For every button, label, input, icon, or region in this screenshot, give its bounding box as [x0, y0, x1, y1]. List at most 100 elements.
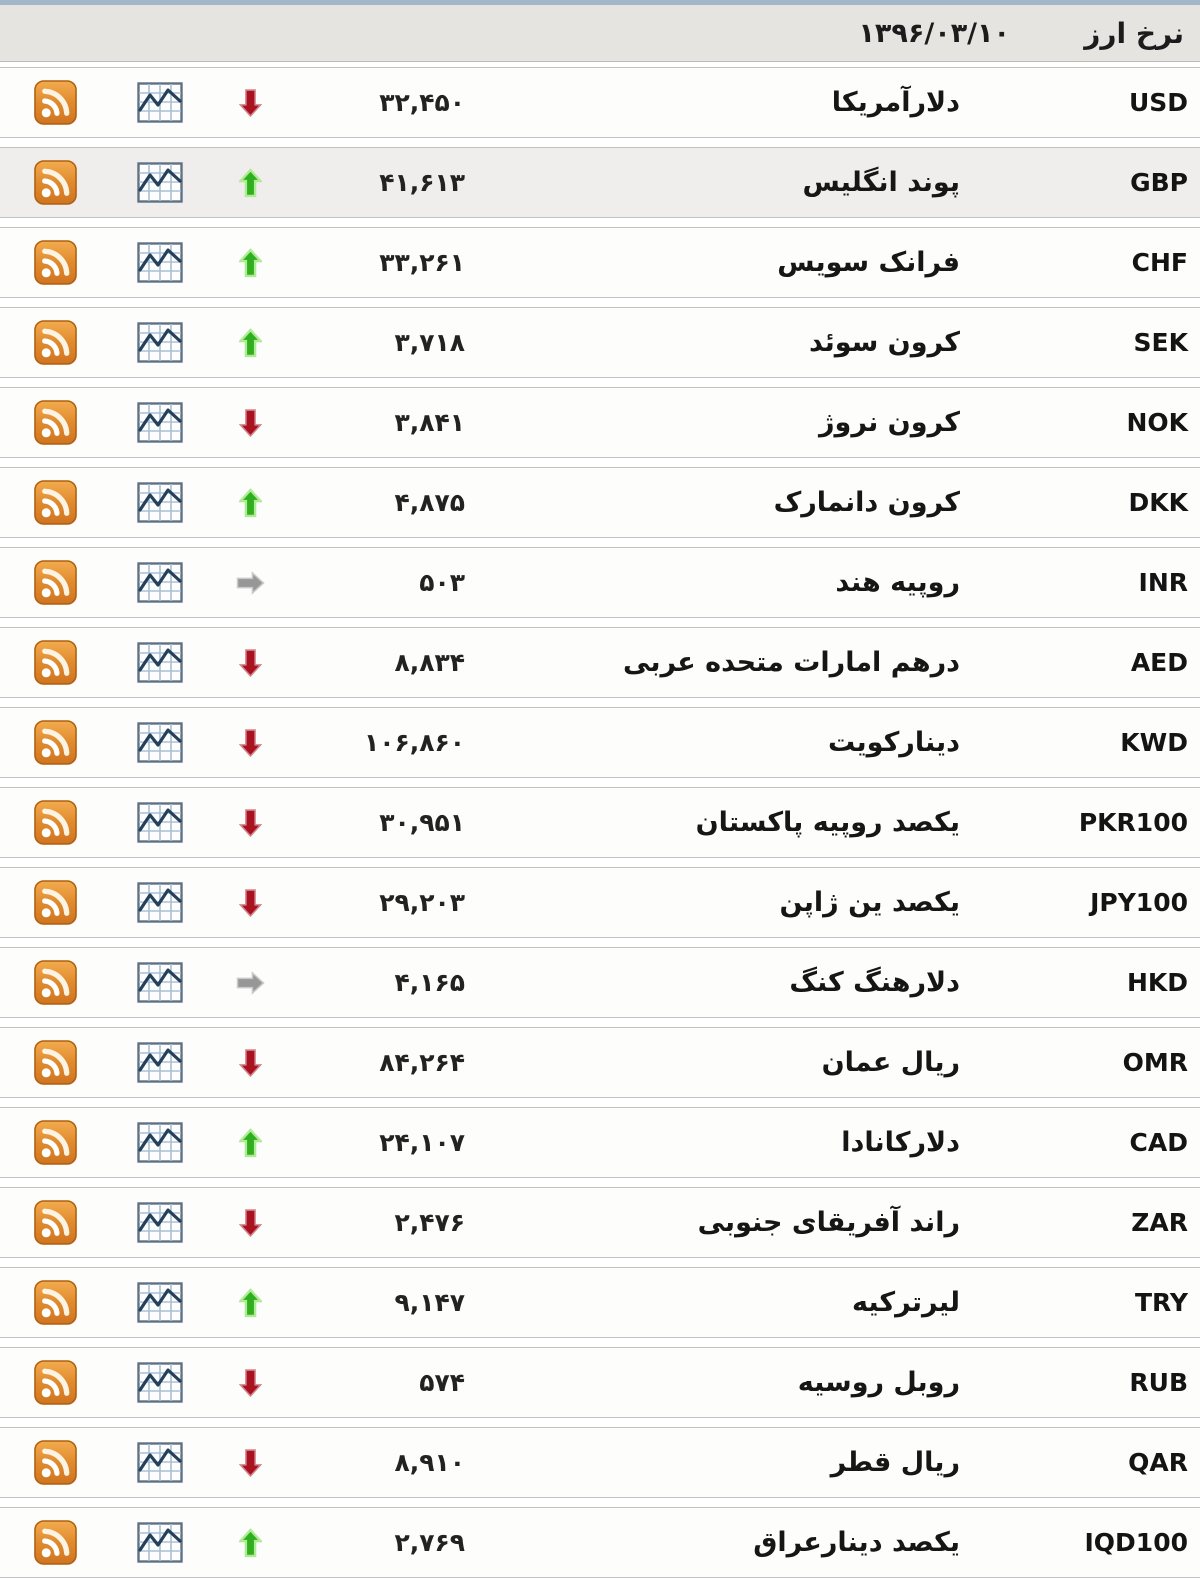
- trend-indicator: [210, 708, 290, 777]
- currency-name: فرانک سویس: [777, 247, 960, 278]
- currency-value: ۴,۸۷۵: [394, 488, 465, 517]
- arrow-down-icon: [238, 648, 262, 678]
- rss-icon[interactable]: [33, 160, 77, 205]
- chart-icon[interactable]: [137, 322, 183, 363]
- trend-indicator: [210, 1508, 290, 1577]
- currency-name: کرون دانمارک: [773, 487, 960, 518]
- trend-indicator: [210, 948, 290, 1017]
- rss-icon[interactable]: [33, 1280, 77, 1325]
- arrow-down-icon: [238, 1368, 262, 1398]
- trend-indicator: [210, 1428, 290, 1497]
- currency-name: یکصد ین ژاپن: [779, 887, 960, 918]
- chart-icon[interactable]: [137, 802, 183, 843]
- chart-icon[interactable]: [137, 642, 183, 683]
- currency-value: ۳,۸۴۱: [394, 408, 465, 437]
- currency-row: GBP پوند انگلیس ۴۱,۶۱۳: [0, 142, 1200, 222]
- chart-icon[interactable]: [137, 1042, 183, 1083]
- currency-name: راند آفریقای جنوبی: [697, 1207, 960, 1238]
- rss-icon[interactable]: [33, 720, 77, 765]
- arrow-up-icon: [238, 247, 262, 278]
- currency-code: RUB: [1129, 1368, 1188, 1397]
- trend-indicator: [210, 1188, 290, 1257]
- currency-value: ۲,۷۶۹: [394, 1528, 465, 1557]
- chart-icon[interactable]: [137, 82, 183, 123]
- currency-row: PKR100 یکصد روپیه پاکستان ۳۰,۹۵۱: [0, 782, 1200, 862]
- currency-row: CAD دلارکانادا ۲۴,۱۰۷: [0, 1102, 1200, 1182]
- currency-row: ZAR راند آفریقای جنوبی ۲,۴۷۶: [0, 1182, 1200, 1262]
- currency-code: DKK: [1128, 488, 1189, 517]
- currency-code: USD: [1128, 88, 1188, 117]
- rss-icon[interactable]: [33, 400, 77, 445]
- rss-icon[interactable]: [33, 880, 77, 925]
- currency-row: JPY100 یکصد ین ژاپن ۲۹,۲۰۳: [0, 862, 1200, 942]
- chart-icon[interactable]: [137, 482, 183, 523]
- chart-icon[interactable]: [137, 722, 183, 763]
- rss-icon[interactable]: [33, 480, 77, 525]
- trend-indicator: [210, 68, 290, 137]
- table-header: نرخ ارز ۱۳۹۶/۰۳/۱۰: [0, 5, 1200, 62]
- currency-row: IQD100 یکصد دینارعراق ۲,۷۶۹: [0, 1502, 1200, 1582]
- trend-indicator: [210, 148, 290, 217]
- rss-icon[interactable]: [33, 960, 77, 1005]
- currency-name: کرون نروژ: [819, 407, 960, 438]
- chart-icon[interactable]: [137, 1522, 183, 1563]
- arrow-up-icon: [238, 167, 262, 198]
- rss-icon[interactable]: [33, 800, 77, 845]
- trend-indicator: [210, 1028, 290, 1097]
- chart-icon[interactable]: [137, 962, 183, 1003]
- chart-icon[interactable]: [137, 882, 183, 923]
- trend-indicator: [210, 868, 290, 937]
- currency-code: HKD: [1126, 968, 1188, 997]
- rss-icon[interactable]: [33, 560, 77, 605]
- rss-icon[interactable]: [33, 320, 77, 365]
- currency-row: TRY لیرترکیه ۹,۱۴۷: [0, 1262, 1200, 1342]
- currency-row: AED درهم امارات متحده عربی ۸,۸۳۴: [0, 622, 1200, 702]
- chart-icon[interactable]: [137, 1202, 183, 1243]
- chart-icon[interactable]: [137, 1282, 183, 1323]
- rss-icon[interactable]: [33, 1200, 77, 1245]
- currency-row: INR روپیه هند ۵۰۳: [0, 542, 1200, 622]
- chart-icon[interactable]: [137, 402, 183, 443]
- chart-icon[interactable]: [137, 1122, 183, 1163]
- rss-icon[interactable]: [33, 80, 77, 125]
- arrow-right-icon: [236, 568, 265, 598]
- arrow-down-icon: [238, 1448, 262, 1478]
- arrow-up-icon: [238, 1127, 262, 1158]
- rss-icon[interactable]: [33, 1120, 77, 1165]
- currency-value: ۴۱,۶۱۳: [379, 168, 465, 197]
- arrow-down-icon: [238, 728, 262, 758]
- currency-value: ۳۰,۹۵۱: [379, 808, 465, 837]
- chart-icon[interactable]: [137, 242, 183, 283]
- trend-indicator: [210, 628, 290, 697]
- currency-value: ۳,۷۱۸: [394, 328, 465, 357]
- trend-indicator: [210, 228, 290, 297]
- currency-code: ZAR: [1131, 1208, 1188, 1237]
- arrow-down-icon: [238, 808, 262, 838]
- trend-indicator: [210, 308, 290, 377]
- chart-icon[interactable]: [137, 162, 183, 203]
- rss-icon[interactable]: [33, 1520, 77, 1565]
- currency-row: CHF فرانک سویس ۳۳,۲۶۱: [0, 222, 1200, 302]
- rss-icon[interactable]: [33, 640, 77, 685]
- currency-code: TRY: [1134, 1288, 1188, 1317]
- arrow-down-icon: [238, 88, 262, 118]
- rss-icon[interactable]: [33, 1440, 77, 1485]
- arrow-up-icon: [238, 1287, 262, 1318]
- trend-indicator: [210, 468, 290, 537]
- rss-icon[interactable]: [33, 1360, 77, 1405]
- currency-name: پوند انگلیس: [802, 167, 960, 198]
- report-date: ۱۳۹۶/۰۳/۱۰: [858, 18, 1010, 49]
- chart-icon[interactable]: [137, 1442, 183, 1483]
- trend-indicator: [210, 788, 290, 857]
- currency-code: CAD: [1129, 1128, 1188, 1157]
- chart-icon[interactable]: [137, 1362, 183, 1403]
- currency-code: JPY100: [1090, 888, 1188, 917]
- currency-table: USD دلارآمریکا ۳۲,۴۵۰: [0, 62, 1200, 1582]
- currency-row: RUB روبل روسیه ۵۷۴: [0, 1342, 1200, 1422]
- currency-value: ۹,۱۴۷: [394, 1288, 465, 1317]
- chart-icon[interactable]: [137, 562, 183, 603]
- currency-code: CHF: [1131, 248, 1188, 277]
- arrow-down-icon: [238, 1208, 262, 1238]
- rss-icon[interactable]: [33, 240, 77, 285]
- rss-icon[interactable]: [33, 1040, 77, 1085]
